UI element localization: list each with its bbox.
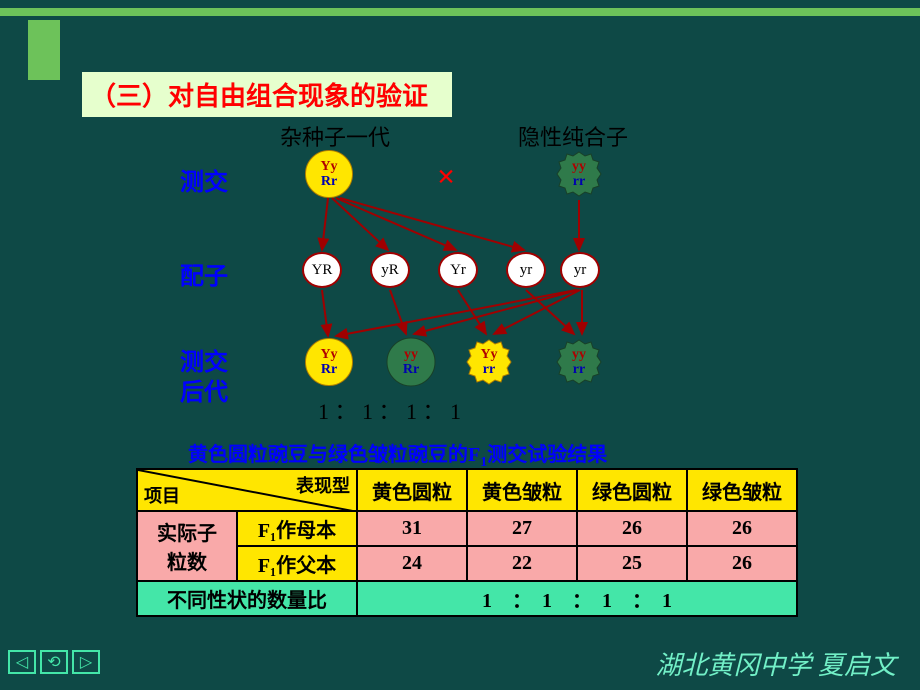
- nav-buttons: ◁ ⟲ ▷: [8, 650, 100, 674]
- offspring-3: Yy rr: [463, 336, 515, 388]
- cell-r1c2: 27: [467, 511, 577, 546]
- col-pheno-2: 黄色皱粒: [467, 469, 577, 511]
- col-pheno-1: 黄色圆粒: [357, 469, 467, 511]
- gamete-1: YR: [302, 252, 342, 288]
- genotype-line1: yy: [572, 159, 586, 174]
- genotype-line1: yy: [572, 347, 586, 362]
- cell-r1c3: 26: [577, 511, 687, 546]
- cell-r2c1: 24: [357, 546, 467, 581]
- header-phenotype: 表现型: [296, 472, 350, 498]
- parent-recessive: yy rr: [553, 148, 605, 200]
- table-header-diag: 表现型 项目: [137, 469, 357, 511]
- ratio-value: 1 ： 1 ： 1 ： 1: [357, 581, 797, 616]
- gamete-5: yr: [560, 252, 600, 288]
- genotype-line2: Rr: [403, 362, 419, 377]
- cross-diagram-arrows: [0, 0, 920, 440]
- genotype-line2: rr: [573, 362, 585, 377]
- genotype-line2: rr: [573, 174, 585, 189]
- cell-r1c4: 26: [687, 511, 797, 546]
- nav-home-button[interactable]: ⟲: [40, 650, 68, 674]
- header-item: 项目: [144, 482, 180, 508]
- cross-symbol: ×: [437, 158, 455, 195]
- offspring-2: yy Rr: [385, 336, 437, 388]
- col-pheno-4: 绿色皱粒: [687, 469, 797, 511]
- row-label-1: F₁作母本: [237, 511, 357, 546]
- table-title-pre: 黄色圆粒豌豆与绿色皱粒豌豆的F: [188, 444, 480, 466]
- col-pheno-3: 绿色圆粒: [577, 469, 687, 511]
- nav-next-button[interactable]: ▷: [72, 650, 100, 674]
- results-table: 表现型 项目 黄色圆粒 黄色皱粒 绿色圆粒 绿色皱粒 实际子 粒数 F₁作母本 …: [136, 468, 798, 617]
- genotype-line1: Yy: [320, 159, 337, 174]
- genotype-line1: yy: [404, 347, 418, 362]
- parent-hybrid: Yy Rr: [305, 150, 353, 198]
- gamete-4: yr: [506, 252, 546, 288]
- cell-r2c2: 22: [467, 546, 577, 581]
- genotype-line1: Yy: [480, 347, 497, 362]
- ratio-label: 不同性状的数量比: [137, 581, 357, 616]
- cell-r2c4: 26: [687, 546, 797, 581]
- row-group-label: 实际子 粒数: [137, 511, 237, 581]
- offspring-4: yy rr: [553, 336, 605, 388]
- genotype-line2: Rr: [321, 362, 337, 377]
- gamete-2: yR: [370, 252, 410, 288]
- nav-prev-button[interactable]: ◁: [8, 650, 36, 674]
- cell-r2c3: 25: [577, 546, 687, 581]
- table-title: 黄色圆粒豌豆与绿色皱粒豌豆的F1测交试验结果: [188, 438, 607, 471]
- footer-credit: 湖北黄冈中学 夏启文: [655, 645, 896, 682]
- genotype-line2: Rr: [321, 174, 337, 189]
- table-title-post: 测交试验结果: [487, 444, 607, 466]
- genotype-line1: Yy: [320, 347, 337, 362]
- offspring-1: Yy Rr: [305, 338, 353, 386]
- section-title: （三）对自由组合现象的验证: [82, 72, 452, 117]
- ratio-diagram: 1 ： 1 ： 1 ： 1: [318, 394, 461, 426]
- gamete-3: Yr: [438, 252, 478, 288]
- cell-r1c1: 31: [357, 511, 467, 546]
- row-label-2: F₁作父本: [237, 546, 357, 581]
- genotype-line2: rr: [483, 362, 495, 377]
